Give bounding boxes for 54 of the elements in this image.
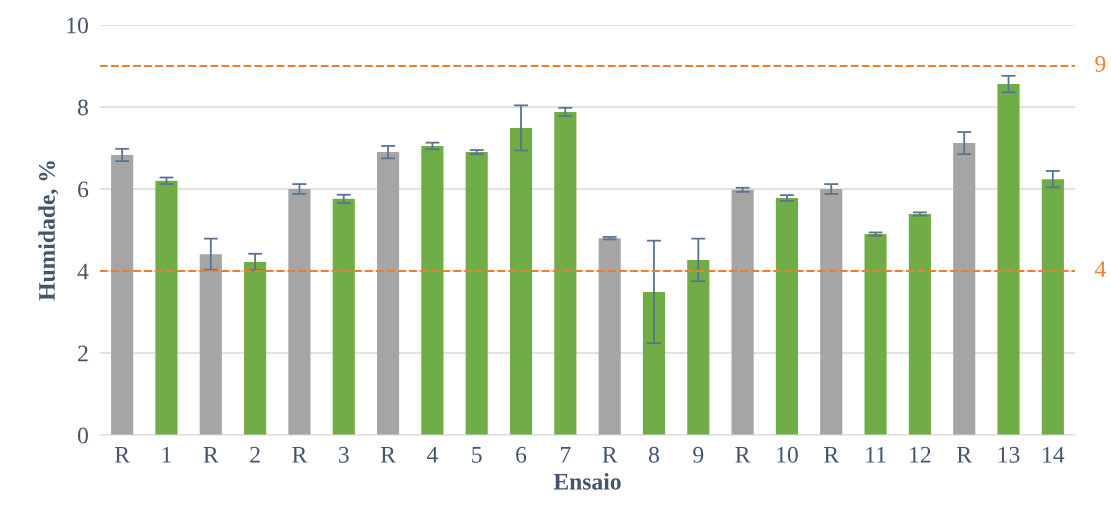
y-tick-label: 10 bbox=[67, 17, 88, 34]
x-tick-label: R bbox=[735, 447, 751, 463]
bar bbox=[820, 189, 843, 435]
y-axis-title: Humidade, % bbox=[38, 161, 59, 301]
x-tick-label: 14 bbox=[1043, 446, 1065, 463]
bar bbox=[864, 234, 887, 435]
bar bbox=[997, 84, 1020, 435]
x-tick-label: 3 bbox=[338, 446, 349, 463]
bar bbox=[244, 261, 267, 435]
bar bbox=[376, 152, 400, 435]
bar bbox=[775, 198, 799, 435]
bar bbox=[598, 238, 621, 435]
bar bbox=[155, 180, 178, 435]
ref-line-label: 9 bbox=[1095, 56, 1106, 72]
bar bbox=[1041, 179, 1064, 435]
x-tick-label: 10 bbox=[777, 446, 798, 463]
bar bbox=[642, 291, 666, 435]
bar bbox=[509, 127, 533, 435]
x-tick-label: 1 bbox=[162, 446, 171, 463]
bar bbox=[731, 189, 754, 435]
x-tick-label: 5 bbox=[472, 447, 482, 463]
bar bbox=[332, 198, 355, 435]
y-tick-label: 6 bbox=[78, 181, 89, 198]
bar bbox=[953, 143, 976, 435]
x-tick-label: R bbox=[114, 447, 130, 463]
x-tick-label: 4 bbox=[426, 446, 438, 463]
bar bbox=[465, 152, 488, 435]
x-tick-label: 13 bbox=[998, 446, 1020, 463]
x-axis-title: Ensaio bbox=[553, 473, 621, 490]
x-tick-label: R bbox=[824, 447, 840, 463]
x-tick-label: 2 bbox=[250, 446, 260, 463]
bar bbox=[111, 154, 134, 435]
x-tick-label: 8 bbox=[648, 446, 659, 463]
x-tick-label: R bbox=[602, 447, 618, 463]
x-tick-label: R bbox=[203, 447, 219, 463]
x-tick-label: 6 bbox=[516, 446, 527, 463]
bar bbox=[288, 189, 311, 435]
bar bbox=[908, 214, 931, 435]
bar bbox=[554, 111, 577, 435]
y-tick-label: 2 bbox=[78, 345, 88, 362]
x-tick-label: 9 bbox=[693, 446, 704, 463]
y-tick-label: 4 bbox=[77, 263, 89, 280]
x-tick-label: R bbox=[380, 447, 396, 463]
x-tick-label: 11 bbox=[866, 446, 886, 463]
ref-line-label: 4 bbox=[1094, 261, 1106, 277]
x-tick-label: 7 bbox=[560, 447, 571, 463]
x-tick-label: 12 bbox=[910, 446, 931, 463]
y-tick-label: 8 bbox=[77, 99, 88, 116]
bar bbox=[687, 259, 710, 435]
bar bbox=[421, 145, 444, 435]
y-tick-label: 0 bbox=[77, 427, 88, 444]
x-tick-label: R bbox=[957, 447, 973, 463]
bar bbox=[199, 254, 222, 435]
x-tick-label: R bbox=[292, 447, 308, 463]
